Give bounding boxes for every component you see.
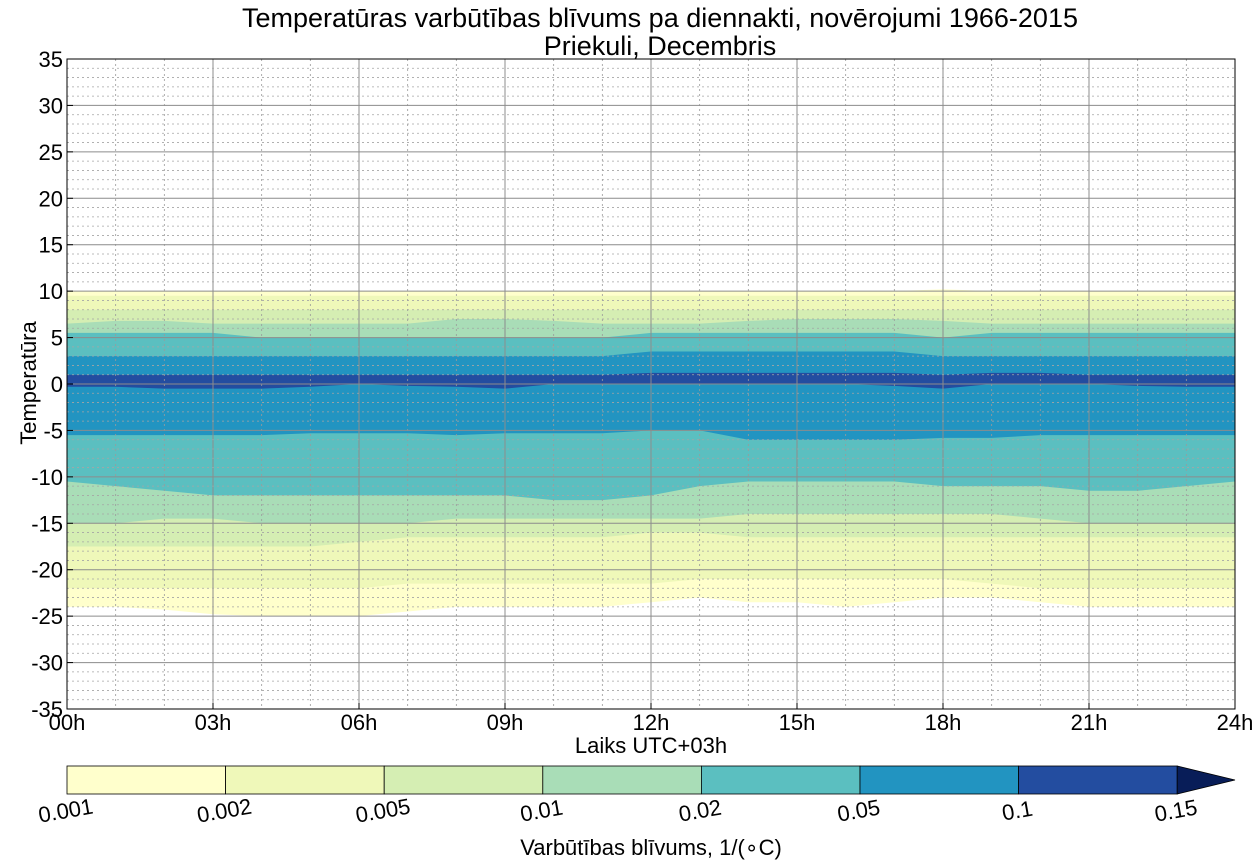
grid-lines (67, 59, 1235, 709)
colorbar-label: Varbūtības blīvums, 1/(∘C) (520, 835, 782, 860)
x-tick-label: 06h (341, 710, 378, 735)
y-tick-label: -10 (31, 465, 63, 490)
x-tick-label: 09h (487, 710, 524, 735)
y-tick-label: 25 (39, 140, 63, 165)
x-tick-label: 03h (195, 710, 232, 735)
y-tick-label: -30 (31, 651, 63, 676)
y-tick-label: 10 (39, 279, 63, 304)
x-tick-label: 24h (1217, 710, 1254, 735)
x-axis-label: Laiks UTC+03h (574, 733, 728, 758)
colorbar: 0.001 0.002 0.005 0.01 0.02 0.05 0.1 0.15 (36, 765, 1236, 828)
x-tick-label: 00h (49, 710, 86, 735)
colorbar-segment-0.05 (859, 765, 1020, 795)
y-tick-label: 15 (39, 233, 63, 258)
colorbar-segment-0.005 (383, 765, 544, 795)
y-tick-label: 30 (39, 93, 63, 118)
y-tick-label: -25 (31, 604, 63, 629)
colorbar-tick-label: 0.02 (677, 795, 724, 827)
y-tick-label: 20 (39, 186, 63, 211)
colorbar-segment-0.001 (66, 765, 227, 795)
y-tick-label: -20 (31, 558, 63, 583)
y-tick-label: -5 (43, 418, 63, 443)
colorbar-tick-label: 0.005 (354, 794, 413, 828)
x-tick-label: 21h (1071, 710, 1108, 735)
y-axis-label: Temperatūra (16, 321, 41, 445)
colorbar-tick-label: 0.01 (518, 795, 565, 827)
colorbar-segment-0.02 (701, 765, 861, 795)
y-tick-label: -35 (31, 697, 63, 722)
colorbar-segment-0.1 (1018, 765, 1178, 795)
colorbar-segment-0.002 (225, 765, 385, 795)
y-tick-label: 0 (51, 372, 63, 397)
colorbar-tick-label: 0.001 (36, 794, 95, 828)
colorbar-extend-arrow (1176, 765, 1236, 795)
x-axis-ticks: 00h 03h 06h 09h 12h 15h 18h 21h 24h (49, 703, 1254, 735)
x-tick-label: 12h (633, 710, 670, 735)
colorbar-tick-label: 0.002 (195, 794, 254, 828)
y-axis-ticks: 35 30 25 20 15 10 5 0 -5 -10 -15 -20 -25 -30 -35 (31, 47, 73, 722)
chart-subtitle: Priekuli, Decembris (543, 31, 777, 61)
colorbar-tick-label: 0.05 (835, 795, 882, 827)
y-tick-label: -15 (31, 511, 63, 536)
colorbar-segment-0.01 (542, 765, 702, 795)
chart-title: Temperatūras varbūtības blīvums pa dienn… (242, 3, 1078, 33)
colorbar-tick-label: 0.15 (1153, 795, 1200, 827)
y-tick-label: 35 (39, 47, 63, 72)
x-tick-label: 18h (925, 710, 962, 735)
x-tick-label: 15h (779, 710, 816, 735)
colorbar-tick-label: 0.1 (1000, 796, 1034, 826)
y-tick-label: 5 (51, 326, 63, 351)
